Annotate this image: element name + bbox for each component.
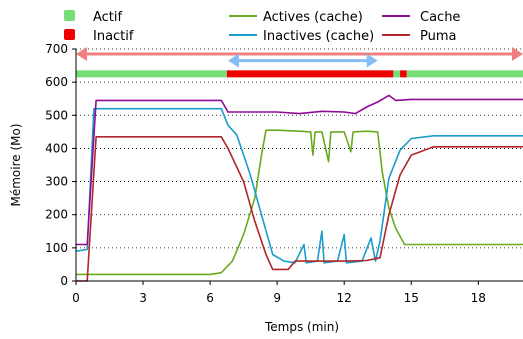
state-segment-2 <box>393 70 401 78</box>
series-line-puma <box>76 136 523 282</box>
x-tick-label-0: 0 <box>72 291 80 305</box>
y-tick-label-100: 100 <box>45 241 68 255</box>
x-tick-label-9: 9 <box>273 291 281 305</box>
y-tick-label-600: 600 <box>45 75 68 89</box>
x-tick-label-18: 18 <box>471 291 486 305</box>
y-tick-label-700: 700 <box>45 42 68 56</box>
legend-swatch-inactif <box>64 29 75 40</box>
series-line-inactives-cache <box>75 107 523 264</box>
x-axis-title: Temps (min) <box>264 320 339 334</box>
legend-swatch-actif <box>64 10 75 21</box>
y-tick-label-300: 300 <box>45 175 68 189</box>
gridlines <box>76 48 523 249</box>
y-axis-title: Mémoire (Mo) <box>9 123 23 206</box>
legend-label-actif: Actif <box>93 10 123 25</box>
series-lines <box>75 94 523 282</box>
x-tick-label-3: 3 <box>139 291 147 305</box>
y-tick-label-200: 200 <box>45 208 68 222</box>
double-arrow-0 <box>76 46 523 61</box>
x-tick-label-15: 15 <box>404 291 419 305</box>
legend-label-puma: Puma <box>420 29 456 44</box>
state-segment-3 <box>400 70 407 78</box>
x-tick-label-12: 12 <box>337 291 352 305</box>
x-tick-label-6: 6 <box>206 291 214 305</box>
legend-label-actives-cache: Actives (cache) <box>263 10 363 25</box>
y-tick-label-400: 400 <box>45 141 68 155</box>
series-line-actives-cache <box>76 129 523 276</box>
series-line-cache <box>76 94 523 246</box>
state-segment-0 <box>76 70 227 78</box>
legend: Actif Inactif Actives (cache) Inactives … <box>64 10 460 44</box>
state-segment-4 <box>406 70 523 78</box>
legend-label-cache: Cache <box>420 10 460 25</box>
axes: 0 100 200 300 400 500 600 700 0 3 6 9 12 15 18 <box>45 42 523 305</box>
legend-label-inactif: Inactif <box>93 29 134 44</box>
legend-label-inactives-cache: Inactives (cache) <box>263 29 374 44</box>
y-tick-label-500: 500 <box>45 108 68 122</box>
state-bar <box>76 70 523 78</box>
y-tick-label-0: 0 <box>60 274 68 288</box>
double-arrow-1 <box>227 53 378 68</box>
state-segment-1 <box>226 70 394 78</box>
arrows <box>76 46 523 68</box>
